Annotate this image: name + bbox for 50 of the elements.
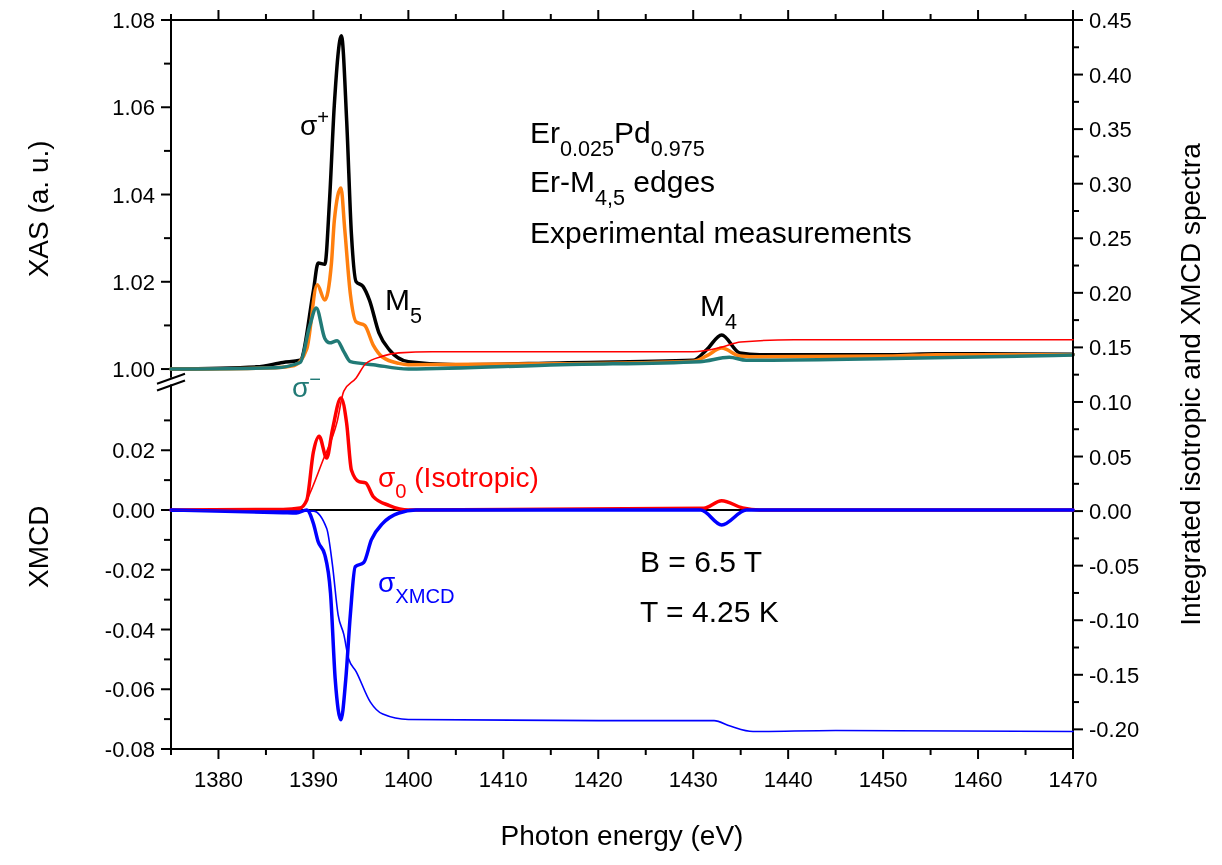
y2-tick-label: 0.20 (1089, 280, 1132, 306)
series-label: σ$_{XMCD}$ (378, 567, 455, 607)
y2-tick-label: 0.35 (1089, 117, 1132, 143)
y-tick-label: -0.04 (104, 617, 155, 643)
y2-tick-label: 0.10 (1089, 389, 1132, 415)
series-label: σ$_{0}$ (Isotropic) (378, 462, 539, 502)
x-tick-label: 1380 (194, 767, 243, 792)
y2-tick-label: 0.40 (1089, 62, 1132, 88)
y-tick-label: -0.02 (104, 557, 155, 583)
y2-tick-label: 0.05 (1089, 444, 1132, 470)
y2-tick-label: 0.30 (1089, 171, 1132, 197)
y2-axis-title: Integrated isotropic and XMCD spectra (1175, 142, 1206, 626)
x-tick-label: 1390 (288, 767, 338, 792)
y2-tick-label: 0.00 (1089, 499, 1132, 525)
y2-tick-label: -0.15 (1089, 662, 1140, 688)
y2-tick-label: 0.25 (1089, 226, 1132, 252)
y-tick-label: 0.02 (112, 438, 155, 464)
annotation: T = 4.25 K (640, 595, 779, 628)
y-tick-label: -0.06 (104, 677, 155, 703)
x-tick-label: 1460 (953, 767, 1003, 792)
y-tick-label: -0.08 (104, 737, 155, 762)
annotation: Er-M$_{4,5}$ edges (530, 165, 716, 210)
x-tick-label: 1410 (478, 767, 528, 792)
y2-tick-label: 0.15 (1089, 335, 1132, 361)
y-tick-label: 1.06 (112, 95, 155, 121)
y-axis-title: XAS (a. u.) (23, 140, 54, 278)
y-tick-label: 1.04 (112, 182, 155, 208)
y2-tick-label: -0.05 (1089, 553, 1140, 579)
y-tick-label: 1.02 (112, 269, 155, 295)
annotation: B = 6.5 T (640, 545, 763, 578)
y-tick-label: 1.00 (112, 357, 155, 383)
annotation: Experimental measurements (530, 216, 912, 249)
series-label: σ$^{−}$ (292, 368, 322, 403)
x-tick-label: 1430 (668, 767, 718, 792)
y-tick-label: 1.08 (112, 8, 155, 33)
y2-tick-label: -0.10 (1089, 608, 1140, 634)
annotation: Er$_{0.025}$Pd$_{0.975}$ (530, 116, 705, 161)
annotation: M$_{5}$ (385, 283, 423, 328)
x-tick-label: 1470 (1048, 767, 1098, 792)
y2-tick-label: 0.45 (1089, 8, 1132, 33)
series-label: σ$^{+}$ (300, 106, 330, 141)
x-tick-label: 1450 (858, 767, 908, 792)
x-tick-label: 1440 (763, 767, 813, 792)
y-axis-title: XMCD (23, 505, 54, 588)
x-tick-label: 1420 (573, 767, 623, 792)
x-tick-label: 1400 (383, 767, 433, 792)
y2-tick-label: -0.20 (1089, 717, 1140, 743)
y-tick-label: 0.00 (112, 498, 155, 523)
annotation: M$_{4}$ (700, 289, 738, 334)
x-axis-title: Photon energy (eV) (500, 820, 744, 851)
